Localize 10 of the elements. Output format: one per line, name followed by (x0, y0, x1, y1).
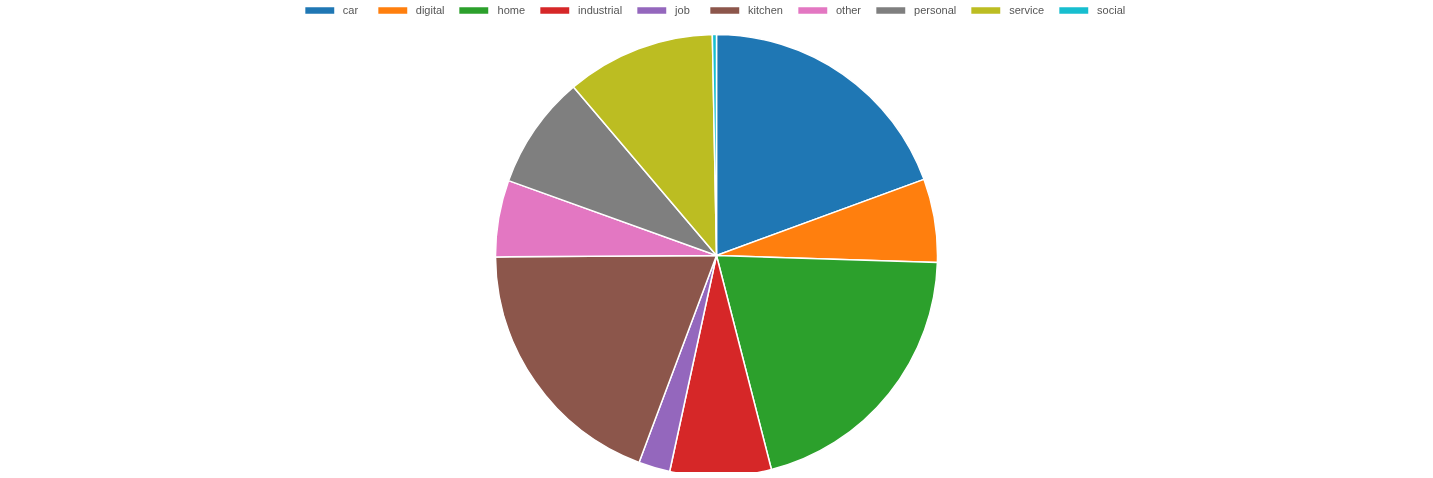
legend-label: social (1097, 4, 1126, 16)
legend-label: kitchen (748, 4, 783, 16)
legend-label: digital (415, 4, 445, 16)
legend-label: car (342, 4, 360, 16)
legend-label: home (497, 4, 526, 16)
legend-label: service (1009, 4, 1045, 16)
legend-label: personal (914, 4, 957, 16)
legend-label: job (675, 4, 691, 16)
legend-label: other (835, 4, 862, 16)
legend-label: industrial (578, 4, 623, 16)
